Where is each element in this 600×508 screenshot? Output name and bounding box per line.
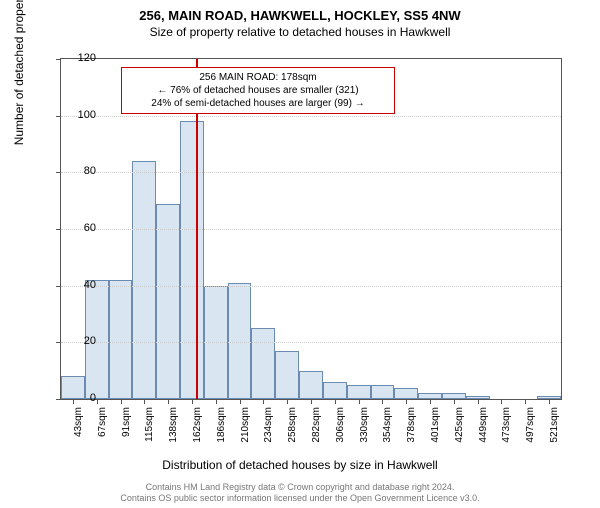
y-tick-label: 40 (66, 279, 96, 291)
x-tick-label: 521sqm (549, 407, 560, 447)
x-tick-mark (478, 399, 479, 404)
x-tick-label: 425sqm (454, 407, 465, 447)
x-tick-label: 378sqm (406, 407, 417, 447)
x-tick-label: 234sqm (263, 407, 274, 447)
footer: Contains HM Land Registry data © Crown c… (0, 482, 600, 504)
x-tick-mark (240, 399, 241, 404)
y-tick-label: 60 (66, 222, 96, 234)
x-axis-label: Distribution of detached houses by size … (0, 458, 600, 472)
x-tick-label: 401sqm (430, 407, 441, 447)
gridline (61, 286, 561, 287)
gridline (61, 229, 561, 230)
x-tick-label: 330sqm (359, 407, 370, 447)
x-tick-mark (454, 399, 455, 404)
x-tick-label: 497sqm (525, 407, 536, 447)
x-tick-label: 210sqm (240, 407, 251, 447)
x-tick-mark (168, 399, 169, 404)
title-main: 256, MAIN ROAD, HAWKWELL, HOCKLEY, SS5 4… (0, 8, 600, 23)
y-tick-mark (56, 59, 61, 60)
y-tick-label: 120 (66, 52, 96, 64)
info-line1: 256 MAIN ROAD: 178sqm (128, 71, 388, 84)
x-tick-label: 473sqm (501, 407, 512, 447)
x-tick-label: 354sqm (382, 407, 393, 447)
x-tick-label: 449sqm (478, 407, 489, 447)
y-tick-label: 0 (66, 392, 96, 404)
y-tick-mark (56, 116, 61, 117)
footer-line1: Contains HM Land Registry data © Crown c… (0, 482, 600, 493)
bar (156, 204, 180, 400)
bar (371, 385, 395, 399)
x-tick-mark (121, 399, 122, 404)
x-tick-mark (335, 399, 336, 404)
x-tick-label: 43sqm (73, 407, 84, 447)
x-tick-label: 138sqm (168, 407, 179, 447)
bar (132, 161, 156, 399)
x-tick-mark (144, 399, 145, 404)
bar (109, 280, 133, 399)
x-tick-mark (216, 399, 217, 404)
x-tick-label: 67sqm (97, 407, 108, 447)
x-tick-mark (311, 399, 312, 404)
info-line3: 24% of semi-detached houses are larger (… (128, 97, 388, 110)
x-tick-mark (406, 399, 407, 404)
gridline (61, 342, 561, 343)
bar (275, 351, 299, 399)
bar (347, 385, 371, 399)
footer-line2: Contains OS public sector information li… (0, 493, 600, 504)
x-tick-mark (97, 399, 98, 404)
x-tick-label: 282sqm (311, 407, 322, 447)
x-tick-mark (263, 399, 264, 404)
y-axis-label: Number of detached properties (12, 0, 26, 145)
x-tick-label: 115sqm (144, 407, 155, 447)
bar (299, 371, 323, 399)
x-tick-label: 258sqm (287, 407, 298, 447)
x-tick-label: 91sqm (121, 407, 132, 447)
x-tick-mark (287, 399, 288, 404)
x-tick-mark (382, 399, 383, 404)
x-tick-label: 162sqm (192, 407, 203, 447)
x-tick-mark (430, 399, 431, 404)
x-tick-mark (501, 399, 502, 404)
gridline (61, 116, 561, 117)
x-tick-mark (359, 399, 360, 404)
bar (323, 382, 347, 399)
gridline (61, 172, 561, 173)
info-box: 256 MAIN ROAD: 178sqm ← 76% of detached … (121, 67, 395, 114)
y-tick-label: 100 (66, 109, 96, 121)
y-tick-label: 80 (66, 165, 96, 177)
x-tick-mark (525, 399, 526, 404)
chart-area: 43sqm67sqm91sqm115sqm138sqm162sqm186sqm2… (60, 58, 562, 400)
x-tick-mark (549, 399, 550, 404)
y-tick-mark (56, 342, 61, 343)
bar (251, 328, 275, 399)
bar (180, 121, 204, 399)
x-tick-label: 186sqm (216, 407, 227, 447)
bar (228, 283, 252, 399)
bar (394, 388, 418, 399)
y-tick-mark (56, 399, 61, 400)
x-tick-label: 306sqm (335, 407, 346, 447)
y-tick-mark (56, 229, 61, 230)
info-line2: ← 76% of detached houses are smaller (32… (128, 84, 388, 97)
title-sub: Size of property relative to detached ho… (0, 25, 600, 39)
y-tick-mark (56, 286, 61, 287)
y-tick-label: 20 (66, 335, 96, 347)
y-tick-mark (56, 172, 61, 173)
x-tick-mark (192, 399, 193, 404)
